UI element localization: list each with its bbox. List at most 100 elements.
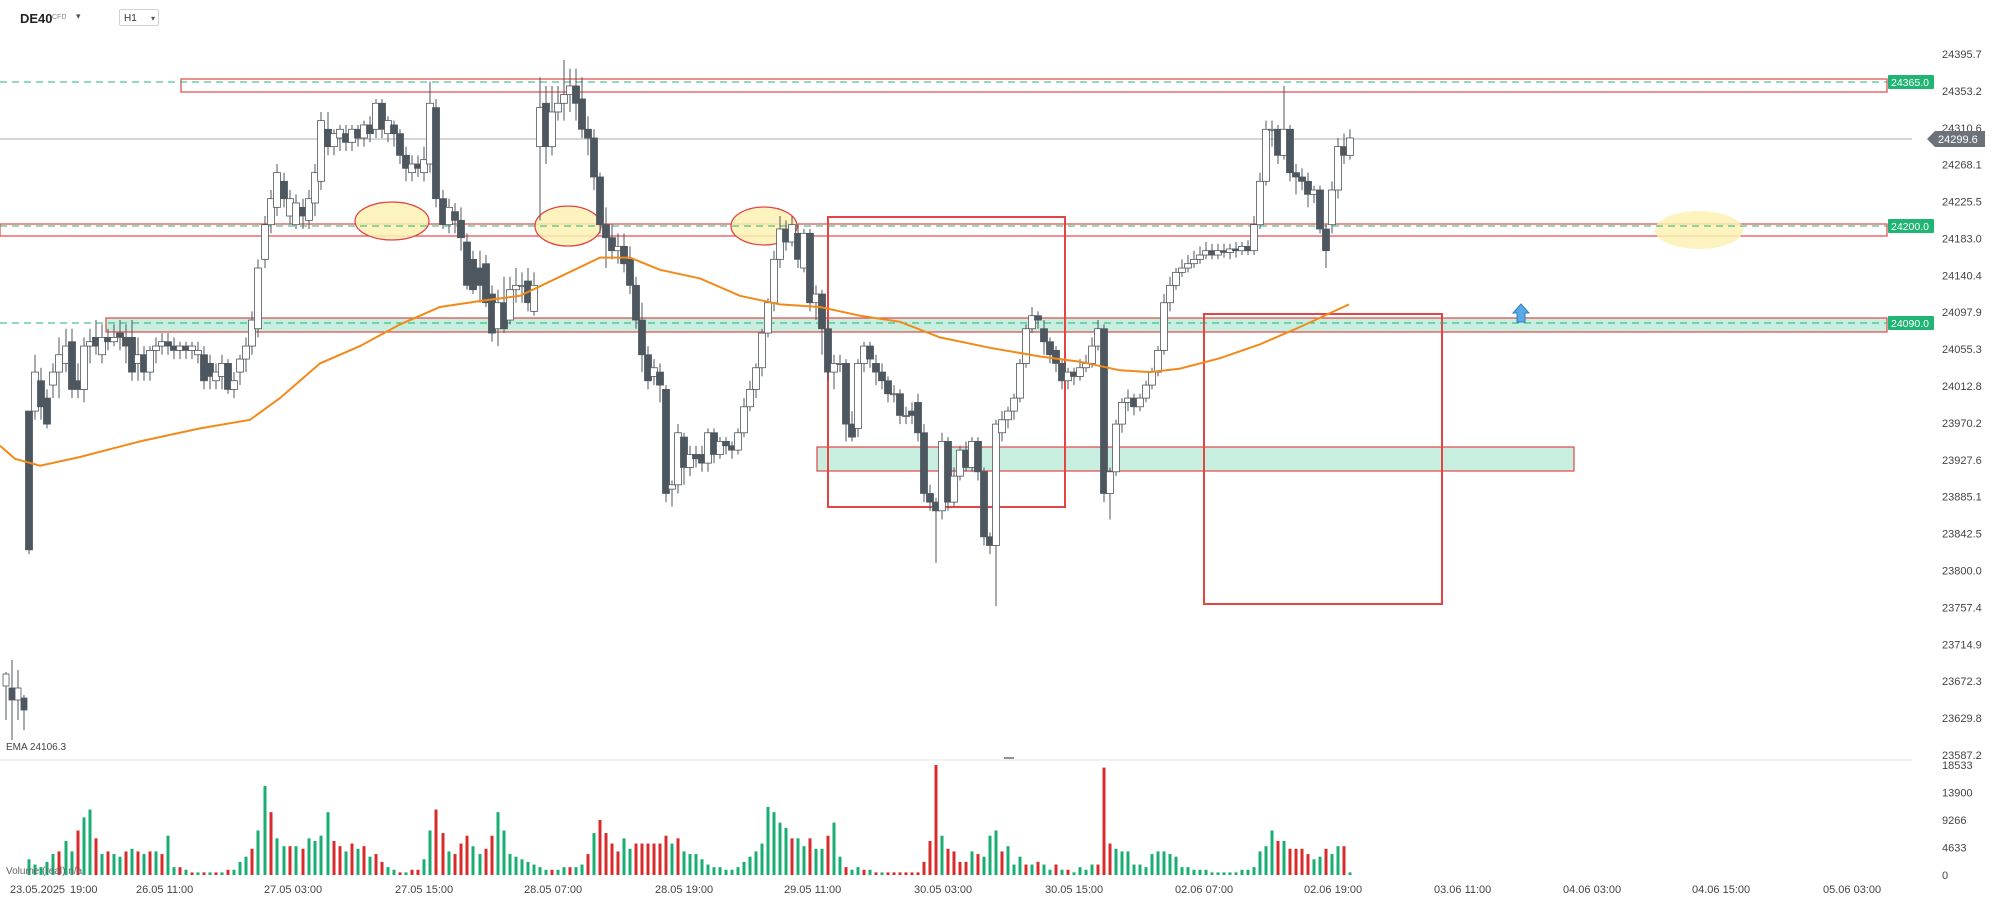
volume-bar	[1072, 872, 1076, 875]
volume-bar	[1036, 861, 1040, 875]
candle-body	[950, 475, 958, 503]
candle-body	[1262, 128, 1270, 182]
candle-body	[662, 389, 670, 494]
candle-body	[1184, 263, 1192, 269]
candle-body	[902, 415, 910, 417]
candle-body	[638, 319, 646, 356]
candle-body	[920, 432, 928, 494]
candle	[1178, 259, 1186, 277]
candle	[55, 337, 63, 399]
candle	[638, 302, 646, 373]
volume-bar	[45, 861, 49, 875]
volume-bar	[868, 869, 872, 875]
volume-indicator-label[interactable]: Volume (real) n/a	[6, 866, 83, 877]
candle-body	[1286, 128, 1294, 174]
volume-bar	[478, 854, 482, 875]
volume-bar	[784, 827, 788, 875]
candle	[620, 233, 628, 273]
candle-body	[530, 284, 538, 312]
candle-body	[656, 371, 664, 386]
volume-bar	[232, 869, 236, 875]
volume-bar	[1210, 872, 1214, 875]
candle-body	[776, 228, 784, 260]
candle	[1250, 216, 1258, 256]
volume-bar	[1204, 869, 1208, 875]
retest-ellipse-4	[1655, 211, 1743, 249]
volume-bar	[850, 869, 854, 875]
candle-body	[1334, 146, 1342, 191]
time-tick-label: 28.05 07:00	[524, 884, 582, 896]
volume-bar	[1156, 851, 1160, 875]
candle	[242, 337, 250, 373]
candle	[37, 367, 45, 420]
volume-bar	[214, 872, 218, 875]
volume-tick-label: 0	[1942, 870, 1948, 882]
volume-layer	[27, 765, 1352, 875]
timeframe-select[interactable]: H1 ▾	[119, 9, 159, 26]
volume-bar	[1234, 872, 1238, 875]
price-tick-label: 24055.3	[1942, 344, 1982, 356]
candle-body	[668, 484, 676, 490]
price-tick-label: 23927.6	[1942, 455, 1982, 467]
volume-bar	[490, 835, 494, 875]
symbol-label[interactable]: DE40	[20, 11, 53, 26]
candle	[764, 298, 772, 338]
candle	[1298, 168, 1306, 190]
volume-bar	[724, 869, 728, 875]
candle	[1040, 320, 1048, 355]
price-tick-label: 23800.0	[1942, 565, 1982, 577]
candle	[1328, 181, 1336, 234]
candle-body	[512, 284, 520, 291]
volume-bar	[1216, 872, 1220, 875]
volume-bar	[952, 851, 956, 875]
ema-layer	[0, 256, 1531, 467]
candle-body	[944, 441, 952, 503]
annotations-layer	[0, 78, 1888, 605]
volume-tick-label: 18533	[1942, 760, 1973, 772]
candle	[8, 660, 16, 740]
volume-bar	[124, 851, 128, 875]
candle-body	[620, 245, 628, 265]
volume-bar	[1300, 848, 1304, 875]
price-tick-label: 23629.8	[1942, 713, 1982, 725]
volume-bar	[106, 851, 110, 875]
volume-bar	[814, 848, 818, 875]
volume-bar	[634, 843, 638, 875]
chevron-down-icon[interactable]: ▾	[76, 11, 81, 21]
volume-bar	[1222, 872, 1226, 875]
volume-bar	[428, 830, 432, 875]
volume-bar	[1228, 872, 1232, 875]
support-zone-lower	[816, 446, 1575, 472]
volume-bar	[1138, 864, 1142, 875]
candle	[224, 359, 232, 394]
time-tick-label: 27.05 03:00	[264, 884, 322, 896]
volume-bar	[742, 861, 746, 875]
candle-body	[548, 111, 556, 148]
candle	[530, 272, 538, 316]
volume-bar	[160, 854, 164, 875]
candle	[740, 398, 748, 438]
volume-bar	[832, 822, 836, 875]
volume-bar	[386, 867, 390, 875]
volume-bar	[1240, 869, 1244, 875]
ema-indicator-label[interactable]: EMA 24106.3	[6, 742, 67, 753]
volume-bar	[676, 838, 680, 875]
volume-bar	[826, 835, 830, 875]
volume-bar	[1180, 867, 1184, 875]
candle-body	[1076, 367, 1084, 377]
candle-body	[872, 363, 880, 373]
candle	[420, 146, 428, 182]
volume-bar	[904, 872, 908, 875]
candle	[236, 354, 244, 386]
volume-bar	[350, 843, 354, 875]
volume-bar	[100, 854, 104, 875]
volume-bar	[1054, 864, 1058, 875]
candle	[1334, 137, 1342, 199]
volume-bar	[1294, 848, 1298, 875]
volume-bar	[700, 859, 704, 875]
volume-bar	[313, 840, 317, 875]
volume-bar	[970, 851, 974, 875]
volume-bar	[196, 872, 200, 875]
candle-body	[378, 102, 386, 130]
